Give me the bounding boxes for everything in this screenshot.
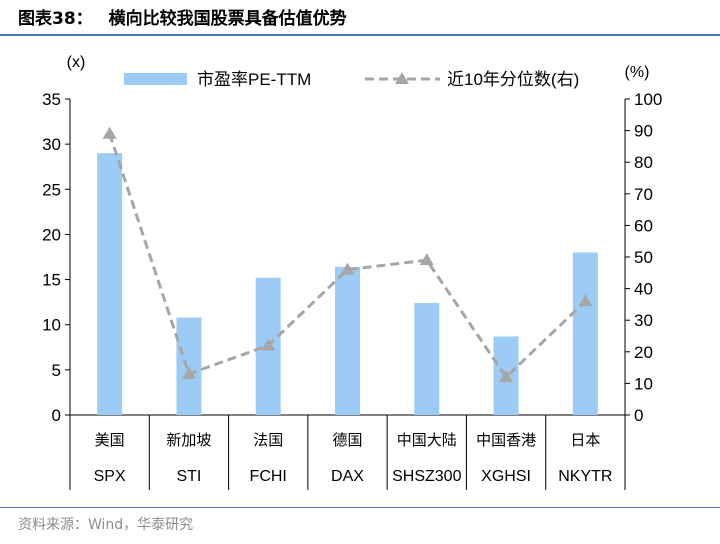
category-label-code: STI (176, 468, 201, 485)
percentile-marker-nkytr (578, 294, 593, 307)
percentile-marker-shsz300 (419, 253, 434, 266)
right-axis-tick-label: 10 (634, 374, 653, 393)
bar-dax (335, 266, 360, 415)
legend: 市盈率PE-TTM 近10年分位数(右) (124, 70, 579, 89)
right-axis-tick-label: 40 (634, 280, 653, 299)
legend-swatch-bar (124, 73, 187, 85)
category-label-cn: 美国 (95, 432, 125, 449)
legend-label-bar: 市盈率PE-TTM (197, 70, 311, 89)
percentile-marker-sti (181, 366, 196, 379)
percentile-marker-xghsi (499, 370, 514, 383)
footer-rule (0, 507, 720, 508)
category-label-cn: 德国 (332, 431, 362, 449)
right-axis-tick-label: 100 (634, 90, 662, 109)
right-axis-tick-label: 80 (634, 153, 653, 172)
category-label-cn: 日本 (570, 432, 600, 449)
bar-series (97, 153, 598, 415)
category-label-cn: 新加坡 (166, 432, 211, 449)
category-label-code: XGHSI (481, 468, 531, 485)
percentile-marker-spx (102, 126, 117, 139)
right-axis-tick-label: 30 (634, 311, 653, 330)
header-rule (0, 34, 720, 36)
category-label-code: DAX (331, 468, 364, 485)
left-axis-tick-label: 0 (52, 406, 61, 425)
legend-swatch-marker (395, 72, 409, 84)
category-label-cn: 法国 (253, 432, 283, 449)
percentile-marker-fchi (261, 338, 276, 351)
left-axis-tick-label: 25 (42, 180, 61, 199)
x-axis-labels: 美国 SPX 新加坡 STI 法国 FCHI 德国 DAX 中国大陆 SHSZ300 中国香港 XGH… (94, 431, 613, 485)
percentile-marker-dax (340, 262, 355, 275)
figure-header: 图表38： 横向比较我国股票具备估值优势 (18, 6, 347, 32)
category-label-code: NKYTR (558, 468, 612, 485)
right-axis-tick-label: 90 (634, 122, 653, 141)
figure-title: 横向比较我国股票具备估值优势 (108, 9, 347, 29)
category-label-code: SHSZ300 (392, 468, 461, 485)
bar-sti (176, 317, 202, 415)
left-axis-tick-label: 10 (42, 316, 61, 335)
source-note: 资料来源：Wind，华泰研究 (18, 517, 194, 533)
category-label-cn: 中国香港 (476, 432, 536, 449)
chart-axes: 0 5 10 15 20 25 30 35 (x) 0 10 20 30 40 50 60 70 80 90 100 (… (42, 54, 662, 490)
bar-nkytr (572, 252, 598, 415)
right-axis-unit: (%) (625, 64, 650, 81)
pe-valuation-chart: 0 5 10 15 20 25 30 35 (x) 0 10 20 30 40 50 60 70 80 90 100 (… (42, 54, 662, 490)
left-axis-tick-label: 35 (42, 90, 61, 109)
left-axis-tick-label: 30 (42, 135, 61, 154)
left-axis-tick-label: 5 (52, 361, 61, 380)
right-axis-tick-label: 0 (634, 406, 643, 425)
category-label-code: FCHI (250, 468, 287, 485)
category-label-code: SPX (94, 468, 126, 485)
left-axis-unit: (x) (67, 54, 86, 71)
figure-number: 图表38： (18, 9, 93, 29)
right-axis-tick-label: 50 (634, 248, 653, 267)
category-label-cn: 中国大陆 (397, 432, 457, 449)
legend-label-line: 近10年分位数(右) (447, 70, 579, 89)
bar-spx (97, 153, 123, 415)
bar-shsz300 (414, 303, 440, 415)
left-axis-tick-label: 20 (42, 225, 61, 244)
line-series (102, 126, 593, 383)
right-axis-tick-label: 60 (634, 216, 653, 235)
left-axis-tick-label: 15 (42, 271, 61, 290)
right-axis-tick-label: 20 (634, 343, 653, 362)
right-axis-tick-label: 70 (634, 185, 653, 204)
